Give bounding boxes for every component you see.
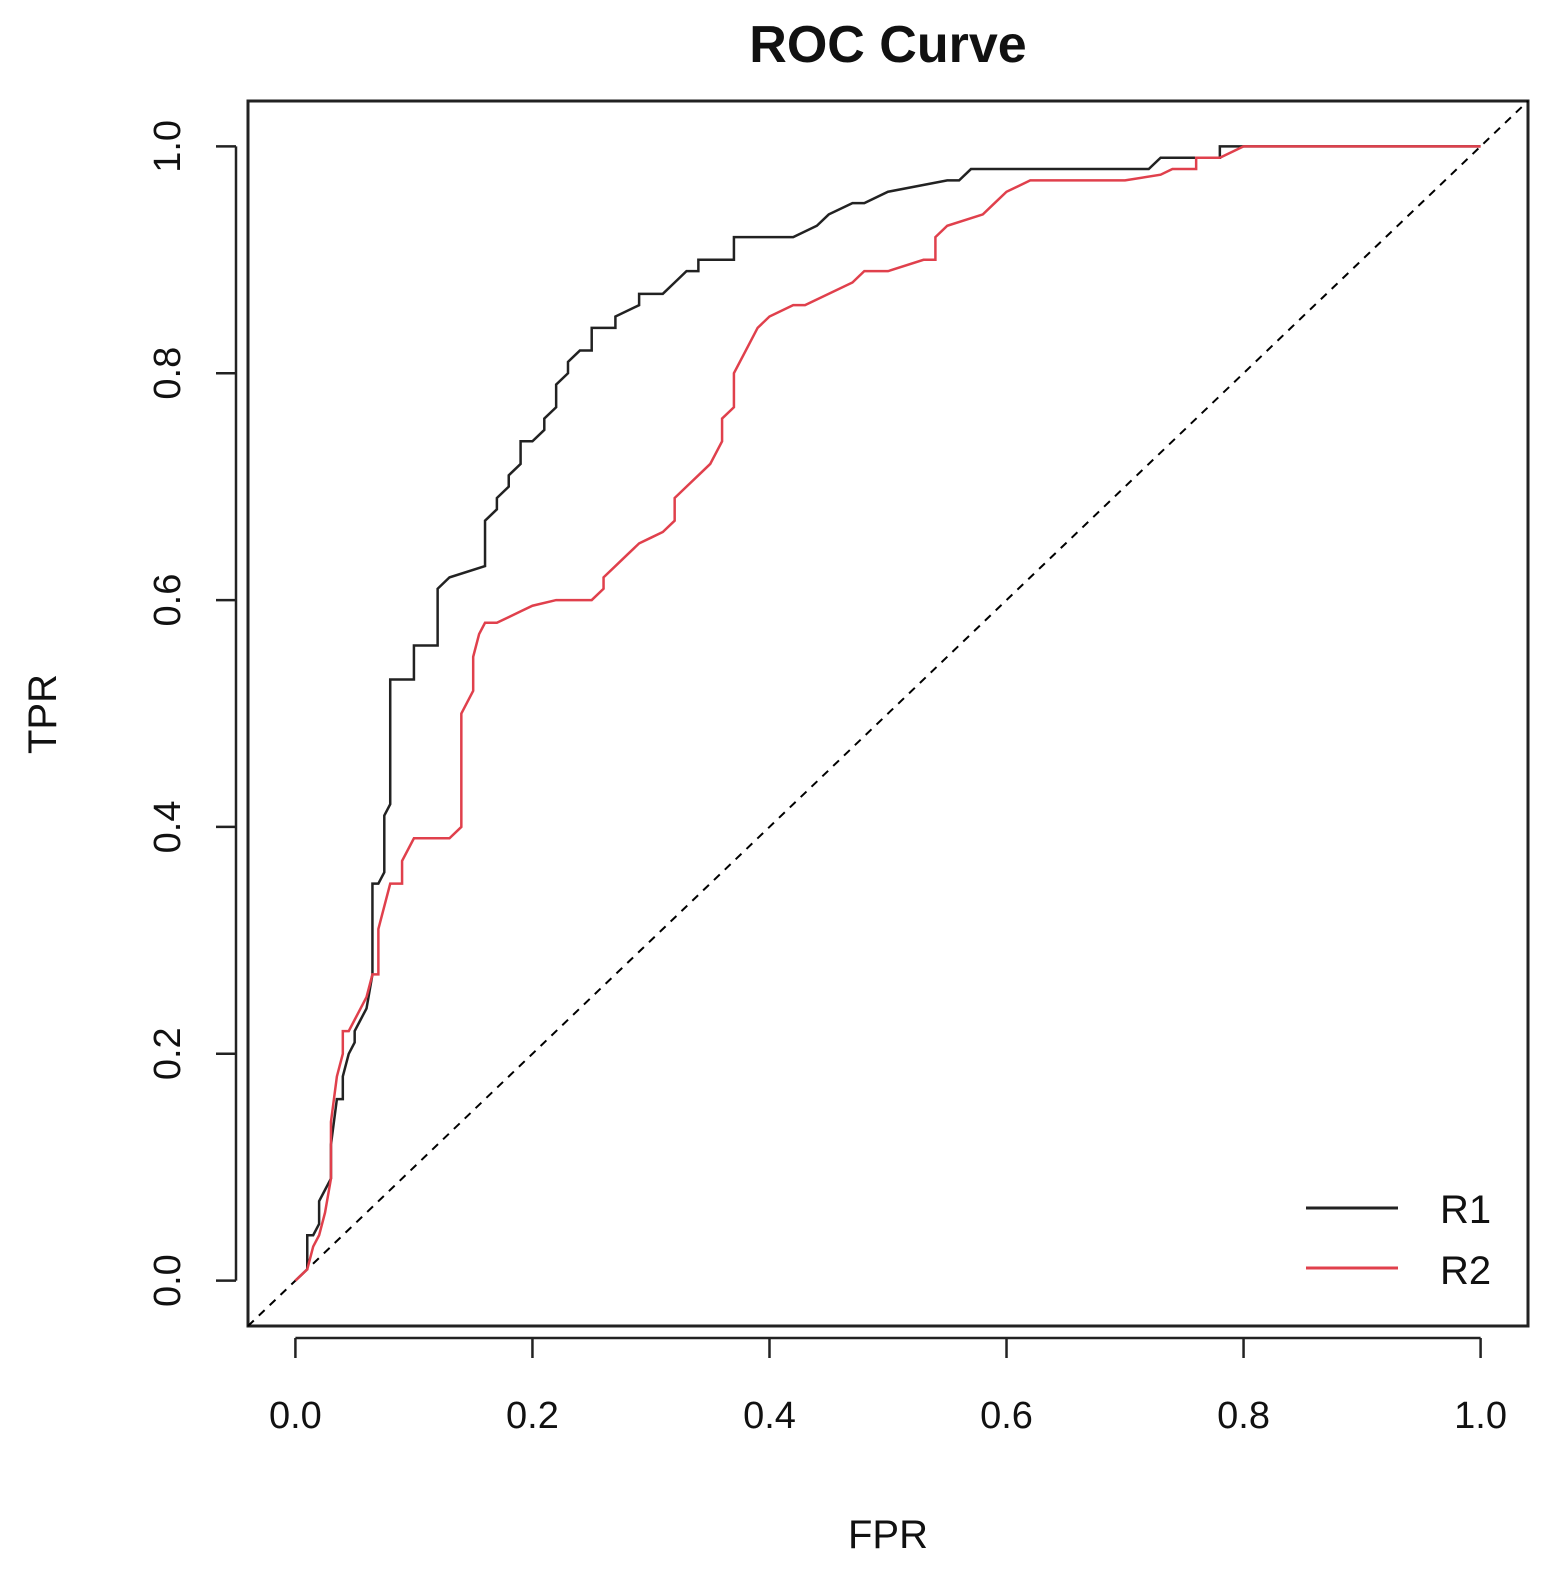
chance-diagonal-line bbox=[247, 100, 1529, 1327]
series-line-r2 bbox=[294, 145, 1481, 1282]
y-tick-label: 1.0 bbox=[147, 120, 189, 173]
y-tick-label: 0.4 bbox=[147, 801, 189, 854]
y-axis-label: TPR bbox=[21, 674, 65, 754]
x-tick-label: 0.8 bbox=[1217, 1395, 1270, 1437]
x-tick-label: 0.4 bbox=[743, 1395, 796, 1437]
legend-label-r2: R2 bbox=[1440, 1249, 1491, 1293]
y-axis: 0.0 0.2 0.4 0.6 0.8 1.0 bbox=[147, 120, 238, 1307]
y-tick-label: 0.6 bbox=[147, 574, 189, 627]
y-tick-label: 0.8 bbox=[147, 347, 189, 400]
x-axis: 0.0 0.2 0.4 0.6 0.8 1.0 bbox=[269, 1336, 1507, 1437]
y-tick-label: 0.0 bbox=[147, 1254, 189, 1307]
chart-title: ROC Curve bbox=[749, 16, 1026, 74]
plot-frame bbox=[246, 99, 1530, 1328]
y-tick-label: 0.2 bbox=[147, 1027, 189, 1080]
legend-label-r1: R1 bbox=[1440, 1188, 1491, 1232]
x-tick-label: 0.0 bbox=[269, 1395, 322, 1437]
legend: R1 R2 bbox=[1306, 1188, 1491, 1293]
x-tick-label: 0.2 bbox=[506, 1395, 559, 1437]
x-tick-label: 0.6 bbox=[980, 1395, 1033, 1437]
series-line-r1 bbox=[294, 145, 1481, 1282]
x-axis-label: FPR bbox=[848, 1513, 928, 1557]
x-tick-label: 1.0 bbox=[1454, 1395, 1507, 1437]
